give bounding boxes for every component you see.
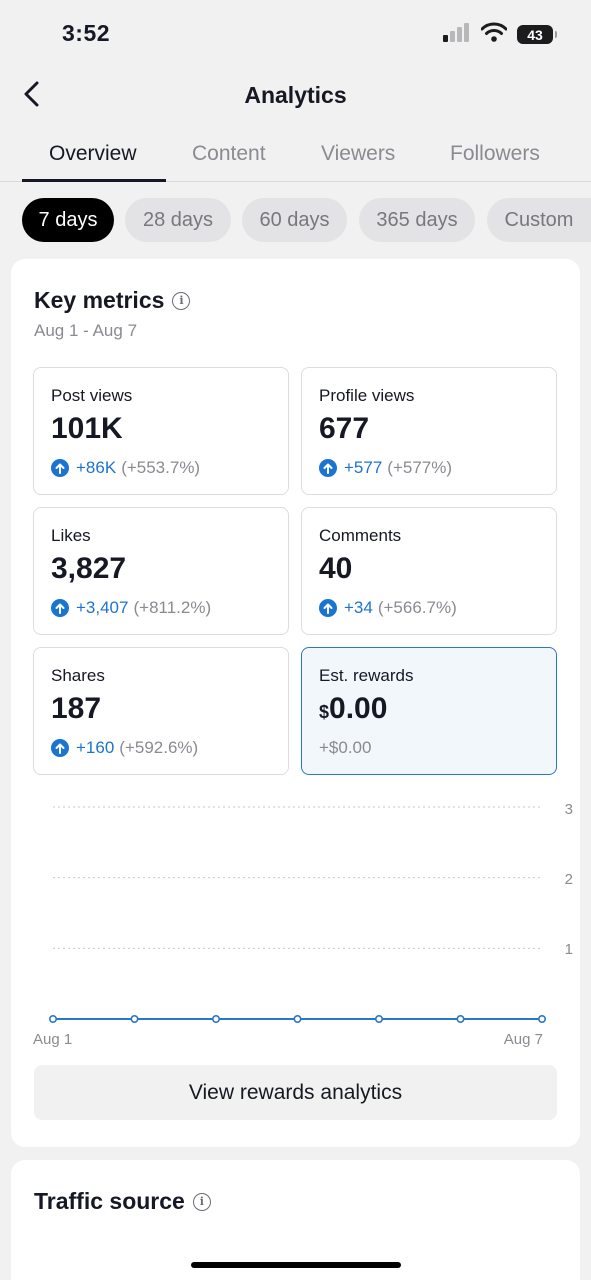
- data-point[interactable]: [537, 1015, 546, 1024]
- metric-delta: +86K: [76, 458, 117, 477]
- active-tab-indicator: [22, 179, 166, 182]
- metric-percent: (+592.6%): [119, 738, 199, 757]
- tab-content[interactable]: Content: [192, 142, 266, 165]
- metric-post-views[interactable]: Post views 101K +86K (+553.7%): [33, 367, 289, 495]
- arrow-up-icon: [51, 459, 69, 477]
- traffic-source-label: Traffic source: [34, 1188, 185, 1214]
- metric-percent: (+811.2%): [133, 598, 212, 617]
- metric-value: 3,827: [51, 552, 127, 585]
- wifi-icon: [480, 22, 508, 47]
- battery-icon: 43: [517, 25, 557, 44]
- data-point[interactable]: [374, 1015, 383, 1024]
- arrow-up-icon: [319, 599, 337, 617]
- metric-label: Shares: [51, 666, 105, 685]
- metric-value: 101K: [51, 412, 123, 445]
- tab-followers[interactable]: Followers: [450, 142, 540, 165]
- info-icon[interactable]: i: [192, 1192, 211, 1211]
- rewards-amount: 0.00: [329, 692, 388, 725]
- metric-change: +34 (+566.7%): [319, 598, 457, 618]
- metric-value: 40: [319, 552, 353, 585]
- metric-value: 187: [51, 692, 102, 725]
- chip-7-days[interactable]: 7 days: [22, 198, 114, 242]
- metric-label: Likes: [51, 526, 91, 545]
- data-point[interactable]: [48, 1015, 57, 1024]
- metric-value: $0.00: [319, 692, 387, 726]
- date-range: Aug 1 - Aug 7: [34, 321, 138, 340]
- status-bar: 3:52 43: [0, 0, 591, 62]
- arrow-up-icon: [51, 599, 69, 617]
- metric-percent: (+577%): [387, 458, 453, 477]
- chip-60-days[interactable]: 60 days: [242, 198, 347, 242]
- home-indicator: [191, 1262, 401, 1268]
- metric-delta: +$0.00: [319, 738, 372, 757]
- currency-symbol: $: [319, 702, 330, 722]
- arrow-up-icon: [319, 459, 337, 477]
- tab-bar: Overview Content Viewers Followers: [0, 130, 591, 182]
- metric-change: +3,407 (+811.2%): [51, 598, 211, 618]
- metric-change: +$0.00: [319, 738, 371, 758]
- key-metrics-label: Key metrics: [34, 287, 165, 313]
- y-tick-label: 2: [564, 871, 573, 888]
- metric-percent: (+553.7%): [121, 458, 201, 477]
- info-icon[interactable]: i: [172, 291, 191, 310]
- back-button[interactable]: [12, 76, 52, 116]
- metric-change: +86K (+553.7%): [51, 458, 200, 478]
- key-metrics-card: Key metrics i Aug 1 - Aug 7 Post views 1…: [11, 259, 580, 1147]
- y-tick-label: 1: [564, 941, 573, 958]
- metric-profile-views[interactable]: Profile views 677 +577 (+577%): [301, 367, 557, 495]
- metric-percent: (+566.7%): [377, 598, 457, 617]
- data-point[interactable]: [293, 1015, 302, 1024]
- data-point[interactable]: [130, 1015, 139, 1024]
- metric-change: +160 (+592.6%): [51, 738, 198, 758]
- traffic-source-title: Traffic source i: [34, 1188, 211, 1215]
- data-point[interactable]: [212, 1015, 221, 1024]
- chevron-left-icon: [22, 80, 42, 113]
- data-point[interactable]: [456, 1015, 465, 1024]
- tab-overview[interactable]: Overview: [49, 142, 137, 165]
- chip-28-days[interactable]: 28 days: [125, 198, 231, 242]
- cellular-signal-icon: [443, 22, 471, 47]
- metric-label: Post views: [51, 386, 133, 405]
- traffic-source-card: Traffic source i: [11, 1160, 580, 1280]
- x-tick-label: Aug 7: [503, 1031, 543, 1048]
- arrow-up-icon: [51, 739, 69, 757]
- metric-label: Est. rewards: [319, 666, 414, 685]
- metric-est-rewards[interactable]: Est. rewards $0.00 +$0.00: [301, 647, 557, 775]
- metric-shares[interactable]: Shares 187 +160 (+592.6%): [33, 647, 289, 775]
- metric-delta: +3,407: [76, 598, 129, 617]
- page-title: Analytics: [244, 82, 347, 108]
- chip-365-days[interactable]: 365 days: [359, 198, 475, 242]
- metric-comments[interactable]: Comments 40 +34 (+566.7%): [301, 507, 557, 635]
- metric-value: 677: [319, 412, 370, 445]
- metric-delta: +577: [344, 458, 383, 477]
- y-tick-label: 3: [564, 801, 573, 818]
- metric-label: Comments: [319, 526, 402, 545]
- tab-viewers[interactable]: Viewers: [321, 142, 396, 165]
- metric-likes[interactable]: Likes 3,827 +3,407 (+811.2%): [33, 507, 289, 635]
- key-metrics-title: Key metrics i: [34, 287, 191, 314]
- view-rewards-analytics-button[interactable]: View rewards analytics: [34, 1065, 557, 1120]
- x-tick-label: Aug 1: [33, 1031, 73, 1048]
- header: Analytics: [0, 62, 591, 130]
- metric-change: +577 (+577%): [319, 458, 452, 478]
- metric-delta: +160: [76, 738, 115, 757]
- metric-label: Profile views: [319, 386, 415, 405]
- metric-delta: +34: [344, 598, 373, 617]
- status-time: 3:52: [62, 20, 111, 46]
- chip-custom[interactable]: Custom: [487, 198, 591, 242]
- chart-svg: [48, 806, 546, 1024]
- status-icons: 43: [443, 22, 557, 47]
- rewards-line-chart: 3 2 1 Aug 1 Aug 7: [33, 797, 573, 1048]
